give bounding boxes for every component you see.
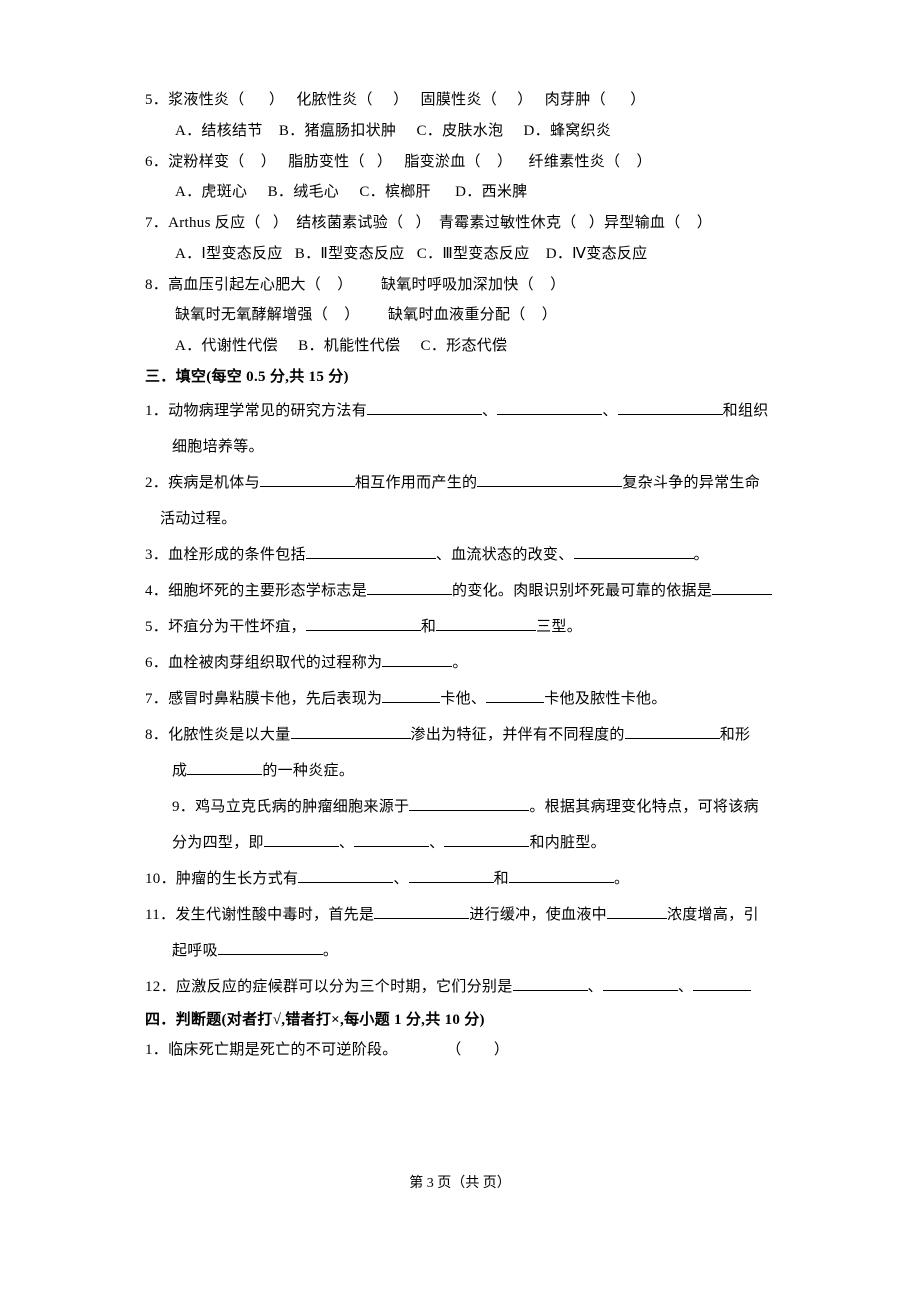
- f5-b: 和: [421, 619, 436, 635]
- fill-3: 3．血栓形成的条件包括、血流状态的改变、。: [145, 537, 795, 573]
- blank[interactable]: [306, 630, 421, 631]
- q6-opts: A．虎斑心 B．绒毛心 C．槟榔肝 D．西米脾: [145, 177, 795, 208]
- q8-l2: 缺氧时无氧酵解增强（ ） 缺氧时血液重分配（ ）: [145, 300, 795, 331]
- blank[interactable]: [712, 594, 772, 595]
- blank[interactable]: [497, 414, 602, 415]
- f7-b: 卡他、: [440, 691, 486, 707]
- blank[interactable]: [409, 882, 494, 883]
- q5-opts: A．结核结节 B．猪瘟肠扣状肿 C．皮肤水泡 D．蜂窝织炎: [145, 116, 795, 147]
- blank[interactable]: [693, 990, 751, 991]
- f7-c: 卡他及脓性卡他。: [544, 691, 666, 707]
- blank[interactable]: [618, 414, 723, 415]
- f1-b: 和组织: [723, 403, 769, 419]
- fill-11-cont: 起呼吸。: [145, 933, 795, 969]
- fill-4: 4．细胞坏死的主要形态学标志是 的变化。肉眼识别坏死最可靠的依据是: [145, 573, 795, 609]
- f10-b: 和: [494, 871, 509, 887]
- judge-1: 1．临床死亡期是死亡的不可逆阶段。 （ ）: [145, 1035, 795, 1066]
- f8-d: 成: [172, 763, 187, 779]
- f9-d: 和内脏型。: [529, 835, 606, 851]
- q8-opts: A．代谢性代偿 B．机能性代偿 C．形态代偿: [145, 331, 795, 362]
- blank[interactable]: [509, 882, 614, 883]
- blank[interactable]: [264, 846, 339, 847]
- blank[interactable]: [306, 558, 436, 559]
- f2-a: 2．疾病是机体与: [145, 475, 260, 491]
- fill-6: 6．血栓被肉芽组织取代的过程称为。: [145, 645, 795, 681]
- fill-11: 11．发生代谢性酸中毒时，首先是 进行缓冲，使血液中 浓度增高，引: [145, 897, 795, 933]
- f8-c: 和形: [720, 727, 751, 743]
- blank[interactable]: [477, 486, 622, 487]
- blank[interactable]: [218, 954, 323, 955]
- blank[interactable]: [603, 990, 678, 991]
- f11-a: 11．发生代谢性酸中毒时，首先是: [145, 907, 374, 923]
- fill-1-cont: 细胞培养等。: [145, 429, 795, 465]
- blank[interactable]: [382, 666, 452, 667]
- fill-5: 5．坏疽分为干性坏疽， 和 三型。: [145, 609, 795, 645]
- blank[interactable]: [354, 846, 429, 847]
- section-3-title: 三．填空(每空 0.5 分,共 15 分): [145, 362, 795, 393]
- f2-c: 复杂斗争的异常生命: [622, 475, 760, 491]
- fill-9: 9．鸡马立克氏病的肿瘤细胞来源于 。根据其病理变化特点，可将该病: [145, 789, 795, 825]
- f1-a: 1．动物病理学常见的研究方法有: [145, 403, 367, 419]
- f3-a: 3．血栓形成的条件包括: [145, 547, 306, 563]
- f4-b: 的变化。肉眼识别坏死最可靠的依据是: [452, 583, 712, 599]
- fill-10: 10．肿瘤的生长方式有、和。: [145, 861, 795, 897]
- fill-1: 1．动物病理学常见的研究方法有、、和组织: [145, 393, 795, 429]
- blank[interactable]: [187, 774, 262, 775]
- blank[interactable]: [291, 738, 411, 739]
- blank[interactable]: [298, 882, 393, 883]
- blank[interactable]: [382, 702, 440, 703]
- blank[interactable]: [367, 594, 452, 595]
- f4-a: 4．细胞坏死的主要形态学标志是: [145, 583, 367, 599]
- fill-8-cont: 成 的一种炎症。: [145, 753, 795, 789]
- q8-l1: 8．高血压引起左心肥大（ ） 缺氧时呼吸加深加快（ ）: [145, 270, 795, 301]
- fill-7: 7．感冒时鼻粘膜卡他，先后表现为 卡他、 卡他及脓性卡他。: [145, 681, 795, 717]
- blank[interactable]: [260, 486, 355, 487]
- blank[interactable]: [486, 702, 544, 703]
- blank[interactable]: [607, 918, 667, 919]
- f7-a: 7．感冒时鼻粘膜卡他，先后表现为: [145, 691, 382, 707]
- f11-b: 进行缓冲，使血液中: [469, 907, 607, 923]
- fill-8: 8．化脓性炎是以大量 渗出为特征，并伴有不同程度的 和形: [145, 717, 795, 753]
- page-footer: 第 3 页（共 页）: [0, 1172, 920, 1192]
- blank[interactable]: [625, 738, 720, 739]
- blank[interactable]: [444, 846, 529, 847]
- q5-text: 5．浆液性炎（ ） 化脓性炎（ ） 固膜性炎（ ） 肉芽肿（ ）: [145, 85, 795, 116]
- q7-text: 7．Arthus 反应（ ） 结核菌素试验（ ） 青霉素过敏性休克（ ）异型输血…: [145, 208, 795, 239]
- f2-b: 相互作用而产生的: [355, 475, 477, 491]
- fill-2-cont: 活动过程。: [145, 501, 795, 537]
- f11-d: 起呼吸: [172, 943, 218, 959]
- f8-a: 8．化脓性炎是以大量: [145, 727, 291, 743]
- section-4-title: 四．判断题(对者打√,错者打×,每小题 1 分,共 10 分): [145, 1005, 795, 1036]
- f11-c: 浓度增高，引: [667, 907, 759, 923]
- blank[interactable]: [367, 414, 482, 415]
- blank[interactable]: [409, 810, 529, 811]
- f8-e: 的一种炎症。: [262, 763, 354, 779]
- blank[interactable]: [436, 630, 536, 631]
- q7-opts: A．Ⅰ型变态反应 B．Ⅱ型变态反应 C．Ⅲ型变态反应 D．Ⅳ变态反应: [145, 239, 795, 270]
- q6-text: 6．淀粉样变（ ） 脂肪变性（ ） 脂变淤血（ ） 纤维素性炎（ ）: [145, 147, 795, 178]
- f9-c: 分为四型，即: [172, 835, 264, 851]
- f9-b: 。根据其病理变化特点，可将该病: [529, 799, 759, 815]
- blank[interactable]: [374, 918, 469, 919]
- blank[interactable]: [574, 558, 694, 559]
- fill-9-cont: 分为四型，即、、和内脏型。: [145, 825, 795, 861]
- f12-a: 12．应激反应的症候群可以分为三个时期，它们分别是: [145, 979, 513, 995]
- blank[interactable]: [513, 990, 588, 991]
- f8-b: 渗出为特征，并伴有不同程度的: [411, 727, 625, 743]
- f10-a: 10．肿瘤的生长方式有: [145, 871, 298, 887]
- fill-2: 2．疾病是机体与 相互作用而产生的 复杂斗争的异常生命: [145, 465, 795, 501]
- f5-a: 5．坏疽分为干性坏疽，: [145, 619, 306, 635]
- fill-12: 12．应激反应的症候群可以分为三个时期，它们分别是、、: [145, 969, 795, 1005]
- f9-a: 9．鸡马立克氏病的肿瘤细胞来源于: [172, 799, 409, 815]
- f6-a: 6．血栓被肉芽组织取代的过程称为: [145, 655, 382, 671]
- f3-b: 、血流状态的改变、: [436, 547, 574, 563]
- f5-c: 三型。: [536, 619, 582, 635]
